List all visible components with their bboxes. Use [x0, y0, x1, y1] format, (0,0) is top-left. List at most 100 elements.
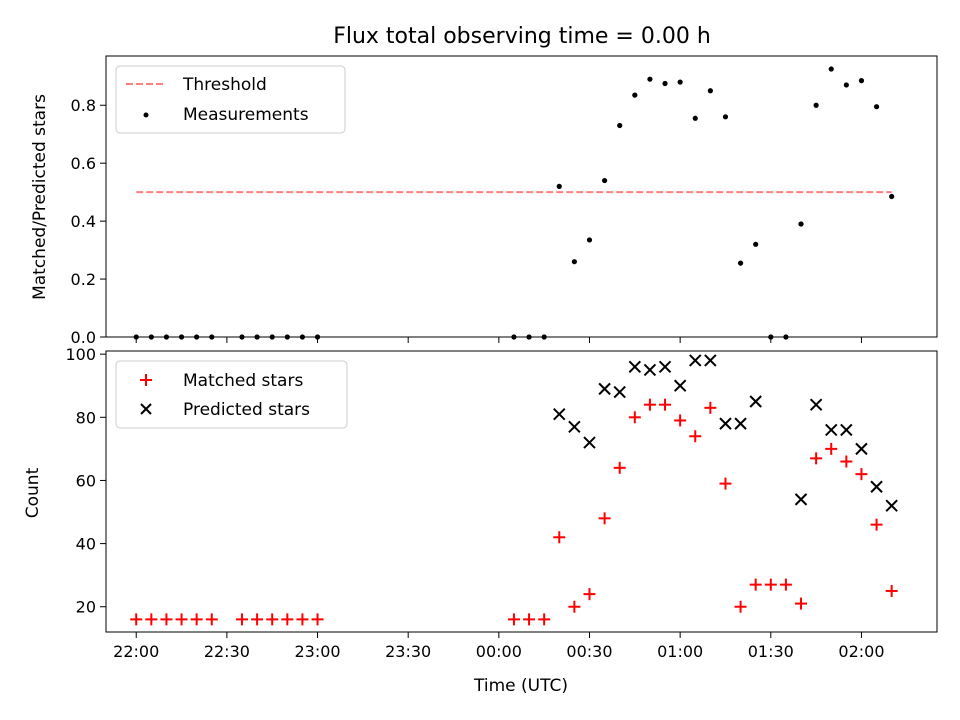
measurement-point — [783, 334, 789, 340]
measurement-point — [722, 114, 729, 120]
predicted-legend-swatch — [140, 403, 152, 415]
count-x-ticks: 22:00 22:30 23:00 23:30 00:00 00:30 01:00 01:30… — [113, 632, 885, 661]
measurement-point — [662, 80, 668, 87]
measurement-point — [858, 78, 865, 84]
predicted-marker-b — [613, 385, 626, 399]
matched-star-point — [659, 398, 672, 411]
matched-star-point — [583, 588, 596, 601]
ratio-y-axis-label: Matched/Predicted stars — [30, 94, 50, 300]
predicted-star-point — [583, 436, 596, 449]
ratio-y-ticks: 0.0 0.2 0.4 0.6 0.8 — [71, 96, 106, 347]
matched-star-point — [643, 398, 656, 411]
measurement-point — [677, 79, 683, 85]
matched-star-point — [251, 613, 264, 626]
x-tick-label: 22:30 — [204, 642, 250, 661]
measurement-point — [617, 122, 623, 129]
measurements-legend-swatch — [143, 112, 149, 118]
predicted-marker-b — [749, 395, 762, 408]
y-tick-label: 100 — [65, 345, 96, 364]
chart-title: Flux total observing time = 0.00 h — [333, 24, 711, 49]
predicted-legend-label: Predicted stars — [183, 400, 310, 420]
matched-star-point — [235, 613, 248, 626]
measurement-point — [873, 104, 880, 110]
measurement-point — [843, 82, 849, 88]
measurement-point — [753, 241, 759, 247]
predicted-star-point — [704, 354, 717, 367]
measurement-point — [541, 334, 547, 340]
measurement-point — [178, 334, 185, 340]
predicted-marker-b — [734, 417, 747, 430]
measurement-point — [239, 334, 245, 340]
y-tick-label: 80 — [76, 408, 96, 427]
predicted-marker-b — [870, 480, 883, 493]
predicted-marker-b — [568, 420, 581, 433]
measurement-point — [209, 334, 215, 340]
matched-star-point — [160, 613, 173, 626]
predicted-marker-b — [643, 363, 657, 377]
predicted-star-point — [734, 417, 747, 430]
ratio-legend: Threshold Measurements — [115, 65, 346, 134]
predicted-marker-b — [719, 417, 732, 430]
count-panel: 20 40 60 80 100 22:00 22:30 23:00 23:30 00:00 00:… — [23, 345, 938, 696]
ratio-legend-box — [115, 65, 346, 134]
predicted-marker-b — [825, 423, 838, 437]
predicted-marker-b — [553, 407, 566, 421]
measurement-point — [314, 334, 321, 340]
matched-star-point — [840, 455, 853, 468]
matched-star-point — [190, 613, 203, 626]
predicted-marker-b — [583, 436, 596, 449]
matched-star-point — [538, 613, 551, 626]
count-legend: Matched stars Predicted stars — [115, 360, 348, 429]
matched-star-point — [704, 401, 717, 414]
measurement-point — [163, 334, 170, 340]
matched-star-point — [507, 613, 520, 626]
x-tick-label: 23:30 — [385, 642, 431, 661]
predicted-star-point — [673, 379, 687, 392]
ratio-panel: 0.00.20.40.60.8 Matched/Predicted stars … — [30, 55, 938, 347]
predicted-star-point — [719, 417, 732, 430]
predicted-marker-b — [689, 354, 702, 367]
measurement-point — [571, 259, 577, 265]
matched-star-point — [674, 414, 687, 427]
matched-star-point — [628, 411, 641, 424]
matched-star-point — [825, 442, 838, 455]
x-tick-label: 00:30 — [566, 642, 612, 661]
matched-star-point — [266, 613, 279, 626]
count-points — [130, 354, 898, 626]
count-y-axis-label: Count — [23, 467, 43, 518]
matched-star-point — [523, 613, 536, 626]
predicted-star-point — [825, 423, 838, 437]
ratio-x-ticks — [135, 337, 862, 343]
measurement-point — [692, 115, 698, 121]
matched-legend-label: Matched stars — [183, 371, 303, 391]
x-tick-label: 02:00 — [838, 642, 884, 661]
measurement-point — [768, 334, 774, 340]
predicted-star-point — [689, 354, 702, 367]
count-legend-box — [115, 360, 348, 429]
measurement-point — [647, 76, 653, 82]
matched-star-point — [810, 452, 823, 465]
matched-star-point — [553, 531, 566, 544]
time-x-axis-label: Time (UTC) — [473, 676, 568, 696]
predicted-star-point — [568, 420, 581, 433]
measurement-point — [556, 183, 562, 189]
predicted-marker-b — [855, 442, 868, 456]
matched-star-point — [734, 600, 747, 613]
matched-star-point — [764, 578, 777, 591]
predicted-star-point — [794, 493, 808, 506]
measurement-point — [889, 193, 895, 200]
measurement-point — [632, 92, 638, 98]
matched-legend-swatch — [140, 374, 152, 386]
matched-star-point — [795, 597, 808, 610]
y-tick-label: 60 — [76, 471, 96, 490]
predicted-star-point — [628, 360, 642, 373]
predicted-marker-b — [885, 499, 898, 512]
matched-star-point — [749, 578, 762, 591]
y-tick-label: 0.0 — [71, 328, 96, 347]
x-tick-label: 01:00 — [657, 642, 703, 661]
measurement-point — [194, 334, 200, 340]
matched-star-point — [311, 613, 324, 626]
matched-star-point — [870, 518, 883, 531]
predicted-star-point — [643, 363, 657, 377]
